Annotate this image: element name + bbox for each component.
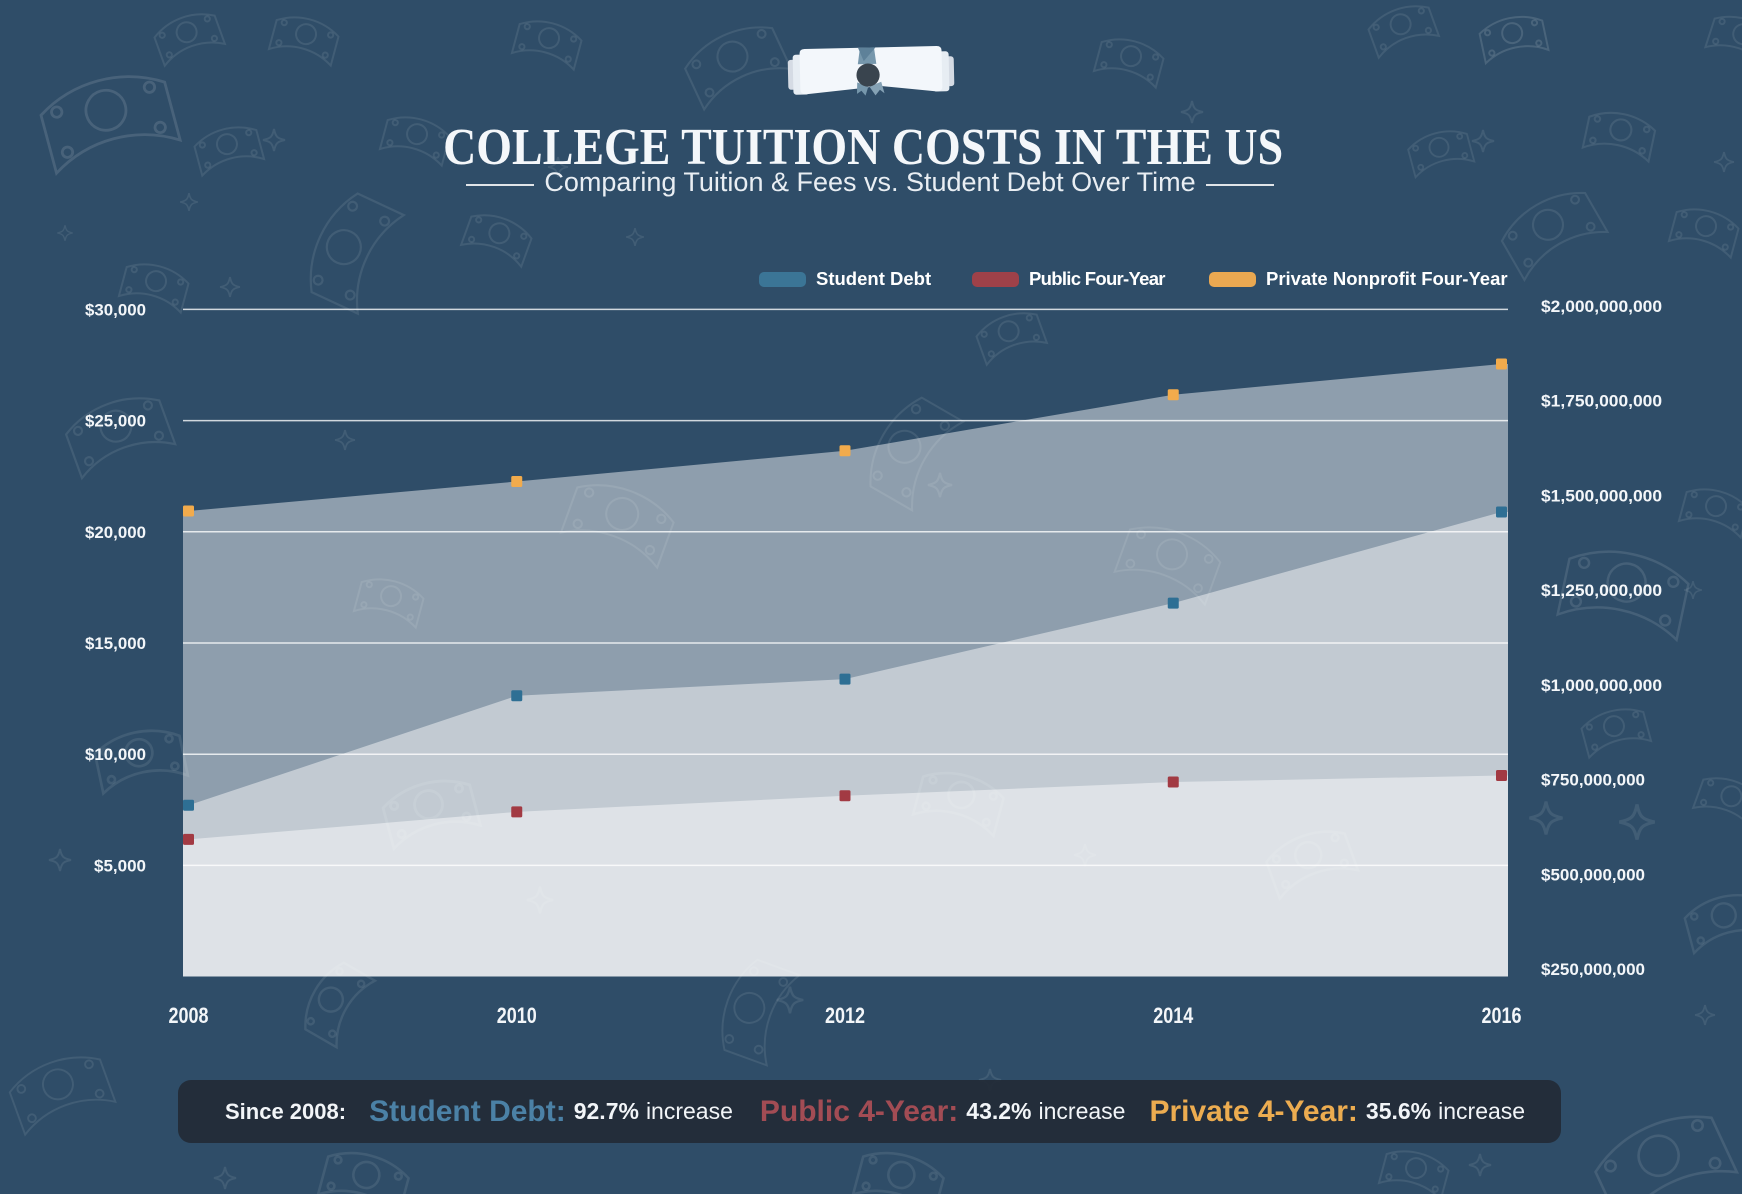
svg-text:$10,000: $10,000: [85, 745, 146, 764]
svg-text:$20,000: $20,000: [85, 523, 146, 542]
svg-text:$2,000,000,000: $2,000,000,000: [1541, 297, 1662, 316]
svg-text:2012: 2012: [825, 1003, 865, 1028]
svg-text:$250,000,000: $250,000,000: [1541, 960, 1645, 979]
svg-text:2008: 2008: [169, 1003, 209, 1028]
svg-text:$1,250,000,000: $1,250,000,000: [1541, 581, 1662, 600]
svg-text:2010: 2010: [497, 1003, 537, 1028]
svg-text:2014: 2014: [1153, 1003, 1194, 1028]
svg-text:$25,000: $25,000: [85, 412, 146, 431]
svg-text:$750,000,000: $750,000,000: [1541, 771, 1645, 790]
svg-text:$1,500,000,000: $1,500,000,000: [1541, 486, 1662, 505]
svg-text:$5,000: $5,000: [94, 856, 146, 875]
svg-text:2016: 2016: [1482, 1003, 1522, 1028]
svg-text:$30,000: $30,000: [85, 300, 146, 319]
svg-text:$1,750,000,000: $1,750,000,000: [1541, 392, 1662, 411]
svg-text:$15,000: $15,000: [85, 634, 146, 653]
svg-text:$1,000,000,000: $1,000,000,000: [1541, 676, 1662, 695]
svg-text:$500,000,000: $500,000,000: [1541, 865, 1645, 884]
